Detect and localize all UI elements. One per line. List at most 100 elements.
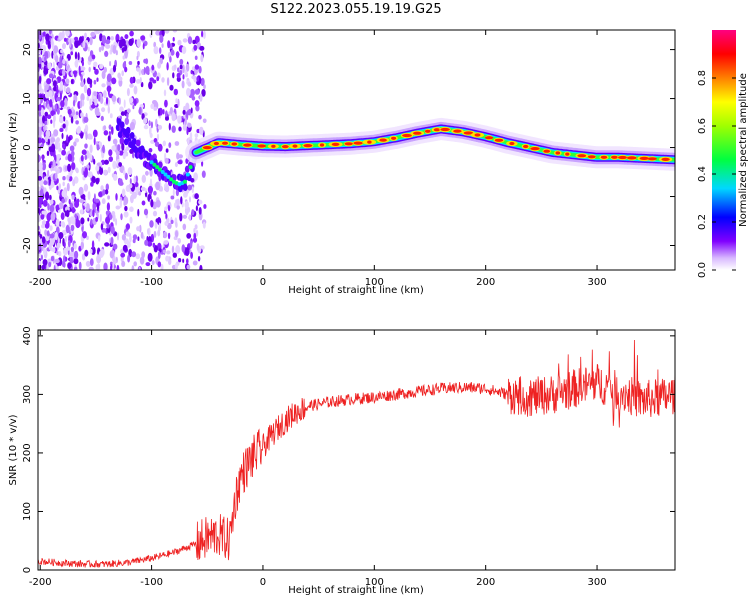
noise-speck	[126, 241, 131, 248]
noise-speck	[175, 189, 179, 197]
ridge-core	[292, 144, 298, 148]
noise-speck	[201, 89, 206, 97]
dip-highlight	[183, 179, 187, 184]
noise-speck	[196, 76, 199, 82]
noise-speck	[38, 162, 43, 171]
noise-speck	[153, 106, 157, 111]
noise-speck	[163, 89, 167, 97]
noise-speck	[121, 234, 126, 241]
noise-speck	[105, 39, 111, 45]
noise-speck	[121, 142, 125, 151]
noise-speck	[147, 185, 153, 194]
ridge-core	[271, 144, 276, 148]
noise-speck	[87, 46, 90, 52]
noise-speck	[129, 206, 134, 212]
noise-speck	[51, 50, 54, 59]
noise-speck	[74, 250, 79, 259]
noise-speck	[129, 83, 134, 88]
noise-speck	[98, 94, 101, 102]
noise-speck	[78, 36, 84, 45]
noise-speck	[195, 229, 199, 237]
noise-speck	[104, 159, 109, 165]
noise-speck	[182, 258, 185, 263]
noise-speck	[49, 204, 55, 213]
noise-speck	[65, 64, 69, 71]
noise-speck	[199, 45, 205, 51]
noise-speck	[59, 80, 64, 90]
noise-speck	[63, 116, 66, 122]
noise-speck	[38, 97, 41, 106]
noise-speck	[109, 213, 113, 220]
noise-speck	[104, 189, 109, 195]
dip-highlight	[169, 177, 174, 182]
noise-speck	[123, 201, 127, 206]
noise-speck	[43, 124, 46, 133]
noise-speck	[38, 214, 41, 223]
noise-speck	[84, 143, 88, 149]
dip-highlight	[188, 165, 193, 170]
noise-speck	[201, 79, 205, 86]
noise-speck	[132, 104, 135, 110]
noise-speck	[161, 30, 165, 37]
noise-speck	[101, 198, 106, 205]
dip-highlight	[185, 172, 190, 177]
noise-speck	[190, 251, 194, 259]
noise-speck	[133, 85, 138, 95]
noise-speck	[48, 90, 53, 98]
noise-speck	[173, 88, 178, 96]
noise-speck	[145, 58, 149, 65]
dip-speck	[129, 132, 135, 139]
noise-speck	[105, 44, 111, 49]
noise-speck	[69, 39, 72, 48]
y-tick-label: 20	[22, 43, 33, 56]
noise-speck	[139, 256, 145, 265]
noise-speck	[181, 46, 187, 55]
noise-speck	[148, 81, 153, 90]
noise-speck	[162, 249, 166, 254]
noise-speck	[41, 264, 46, 270]
noise-speck	[68, 171, 73, 177]
noise-speck	[162, 109, 165, 115]
noise-speck	[105, 210, 109, 216]
noise-speck	[141, 251, 146, 259]
noise-speck	[179, 58, 184, 66]
noise-speck	[112, 173, 118, 181]
noise-speck	[89, 153, 93, 162]
noise-speck	[166, 77, 170, 86]
noise-speck	[193, 44, 198, 51]
noise-speck	[93, 193, 96, 203]
noise-speck	[187, 206, 191, 213]
noise-speck	[131, 251, 137, 258]
noise-speck	[160, 263, 164, 270]
noise-speck	[48, 106, 53, 113]
noise-speck	[61, 229, 67, 236]
noise-speck	[165, 213, 168, 220]
noise-speck	[125, 223, 130, 230]
noise-speck	[47, 103, 50, 110]
noise-speck	[194, 133, 199, 138]
noise-speck	[121, 188, 126, 198]
noise-speck	[71, 150, 75, 157]
noise-speck	[89, 78, 93, 85]
noise-speck	[128, 183, 133, 189]
noise-speck	[76, 127, 81, 134]
noise-speck	[55, 218, 60, 227]
noise-speck	[137, 236, 140, 241]
noise-speck	[167, 40, 171, 49]
ridge-core	[555, 151, 561, 155]
noise-speck	[57, 61, 63, 69]
noise-speck	[107, 105, 111, 114]
noise-speck	[54, 172, 58, 180]
noise-speck	[185, 63, 190, 72]
noise-speck	[100, 115, 104, 122]
noise-speck	[103, 169, 108, 175]
noise-speck	[168, 122, 171, 131]
noise-speck	[49, 238, 55, 246]
ridge-core	[344, 142, 353, 146]
noise-speck	[112, 44, 117, 54]
noise-speck	[99, 96, 104, 104]
noise-speck	[50, 37, 54, 46]
dip-highlight	[149, 160, 154, 165]
noise-speck	[156, 76, 160, 82]
y-tick-label: 10	[22, 92, 33, 105]
